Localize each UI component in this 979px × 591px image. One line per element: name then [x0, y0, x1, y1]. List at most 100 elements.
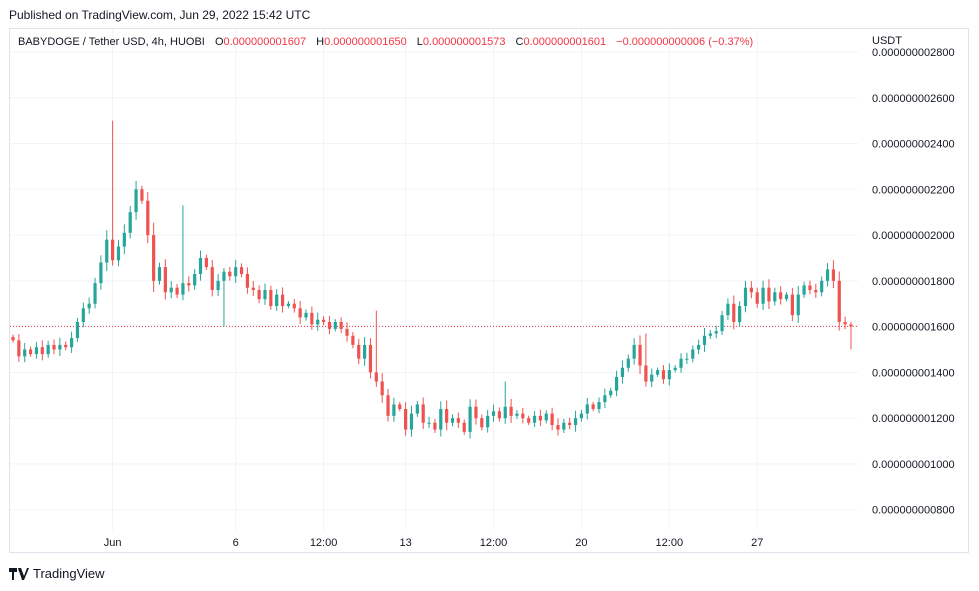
candle-body	[486, 415, 490, 428]
open-key: O	[214, 36, 224, 48]
candle-body	[825, 269, 830, 281]
candle-body	[579, 413, 584, 419]
candle-body	[163, 267, 167, 293]
candle-body	[34, 347, 39, 355]
candle-body	[421, 404, 425, 423]
candle-body	[93, 283, 97, 304]
candle-body	[40, 347, 44, 355]
candle-body	[702, 335, 707, 345]
candle-body	[228, 271, 232, 277]
candle-body	[849, 324, 853, 327]
candle-body	[204, 257, 208, 268]
candle-body	[333, 322, 337, 329]
candle-body	[245, 273, 249, 288]
candle-body	[23, 349, 27, 357]
candle-body	[644, 365, 648, 382]
candle-body	[239, 267, 244, 274]
candle-body	[468, 406, 472, 432]
candle-body	[767, 287, 771, 302]
price-tick-label: 0.000000002000	[872, 230, 955, 242]
candle-body	[404, 409, 408, 430]
candle-body	[321, 319, 326, 323]
candle-body	[697, 344, 701, 350]
high-value: 0.000000001650	[324, 36, 407, 48]
candle-body	[75, 322, 80, 339]
candle-body	[157, 267, 162, 281]
candle-body	[345, 328, 349, 336]
candle-body	[386, 395, 390, 416]
candle-body	[374, 372, 378, 382]
close-key: C	[515, 36, 524, 48]
candle-body	[837, 280, 841, 323]
candle-body	[257, 290, 261, 300]
candle-body	[52, 344, 56, 350]
candle-body	[216, 280, 220, 290]
candle-body	[234, 267, 238, 277]
candle-body	[28, 349, 33, 355]
candle-body	[380, 381, 384, 396]
high-key: H	[316, 36, 325, 48]
price-axis: 0.000000002800 0.000000002600 0.0000000024…	[872, 47, 955, 517]
candle-body	[310, 312, 314, 325]
candle-body	[667, 370, 671, 380]
candle-body	[480, 418, 484, 428]
price-tick-label: 0.000000001600	[872, 322, 955, 334]
candle-body	[779, 292, 783, 300]
candle-body	[187, 283, 191, 286]
candle-body	[802, 285, 806, 295]
candle-body	[544, 413, 548, 421]
candle-body	[462, 422, 466, 432]
candle-body	[64, 344, 68, 348]
candle-body	[773, 292, 777, 302]
candle-body	[46, 344, 50, 355]
chart-frame	[9, 28, 969, 553]
candle-body	[661, 370, 666, 380]
candle-body	[181, 283, 185, 295]
candle-body	[175, 287, 179, 295]
candle-body	[298, 308, 302, 318]
candle-body	[222, 271, 226, 281]
candle-body	[439, 409, 443, 430]
time-tick-label: 12:00	[310, 537, 338, 549]
candle-body	[292, 303, 296, 309]
candle-body	[638, 344, 642, 366]
candle-body	[679, 358, 683, 368]
price-tick-label: 0.000000001000	[872, 459, 955, 471]
price-tick-label: 0.000000002400	[872, 139, 955, 151]
candle-body	[286, 303, 291, 307]
candle-body	[450, 418, 455, 423]
candle-body	[538, 415, 542, 421]
candle-body	[814, 290, 818, 293]
candle-body	[134, 189, 138, 213]
grid-lines	[10, 29, 858, 530]
candle-body	[357, 344, 361, 359]
candle-body	[99, 262, 103, 284]
candle-body	[603, 395, 607, 403]
time-tick-label: 6	[233, 537, 239, 549]
close-value: 0.000000001601	[523, 36, 607, 48]
candle-body	[70, 338, 74, 348]
low-key: L	[416, 36, 423, 48]
candle-body	[445, 409, 449, 423]
candle-body	[784, 294, 789, 300]
tradingview-footer[interactable]: TradingView	[9, 566, 105, 581]
time-tick-label: 12:00	[656, 537, 684, 549]
candle-body	[275, 294, 279, 307]
candle-body	[193, 273, 197, 286]
candle-body	[152, 235, 156, 281]
candle-body	[427, 422, 431, 424]
candle-body	[620, 367, 625, 377]
price-unit: USDT	[872, 35, 902, 47]
candle-body	[673, 367, 677, 371]
candle-body	[363, 344, 367, 359]
candle-body	[409, 413, 414, 430]
candle-body	[368, 344, 373, 373]
candle-body	[122, 232, 126, 247]
price-tick-label: 0.000000001200	[872, 413, 955, 425]
time-tick-label: 20	[575, 537, 587, 549]
candle-body	[573, 418, 578, 426]
candle-body	[415, 404, 419, 414]
candle-body	[527, 418, 531, 423]
symbol-label[interactable]: BABYDOGE / Tether USD, 4h, HUOBI	[18, 36, 205, 48]
